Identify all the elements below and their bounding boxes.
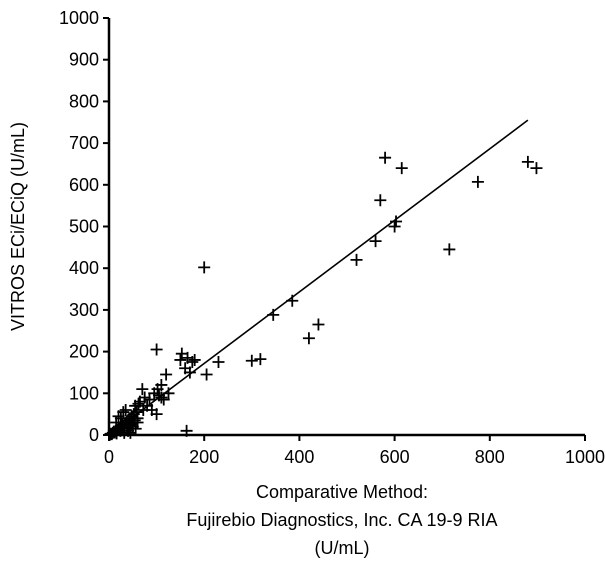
regression-line [108,119,529,436]
data-point [112,410,125,423]
y-tick-label: 600 [69,175,99,195]
y-tick-label: 100 [69,383,99,403]
data-point [254,353,267,366]
y-tick-label: 300 [69,300,99,320]
x-tick-label: 1000 [565,447,605,467]
data-point [443,243,456,256]
x-tick-label: 600 [380,447,410,467]
y-tick-label: 1000 [59,8,99,28]
x-axis-title-line-3: (U/mL) [315,538,370,558]
data-point [119,403,132,416]
data-point [183,366,196,379]
data-point [374,194,387,207]
x-tick-label: 200 [189,447,219,467]
data-point [131,416,144,429]
y-tick-label: 200 [69,342,99,362]
data-point [379,151,392,164]
y-axis-title: VITROS ECi/ECiQ (U/mL) [8,122,28,331]
data-point [136,383,149,396]
x-tick-label: 400 [284,447,314,467]
data-point [188,353,201,366]
x-axis-title-line-2: Fujirebio Diagnostics, Inc. CA 19-9 RIA [186,510,497,530]
data-point [369,235,382,248]
y-tick-label: 900 [69,50,99,70]
data-point [157,393,170,406]
x-axis-title-line-1: Comparative Method: [256,482,428,502]
data-point [521,155,534,168]
data-point [302,332,315,345]
data-point [150,343,163,356]
data-point [143,393,156,406]
data-point [245,354,258,367]
data-point [132,397,145,410]
data-point [155,378,168,391]
data-point [388,220,401,233]
data-point [160,368,173,381]
data-point [155,391,168,404]
data-point [150,408,163,421]
data-point [186,356,199,369]
y-tick-label: 0 [89,425,99,445]
plot-marks [103,151,543,441]
data-point [212,356,225,369]
data-point [395,162,408,175]
y-tick-label: 800 [69,91,99,111]
y-tick-label: 700 [69,133,99,153]
data-point [110,416,123,429]
data-point [200,368,213,381]
data-point [174,353,187,366]
data-point [124,426,137,439]
y-ticks: 0 100 200 300 400 500 600 700 800 900 1000 [59,8,109,445]
x-ticks: 0 200 400 600 800 1000 [104,435,605,467]
y-tick-label: 400 [69,258,99,278]
data-point [350,253,363,266]
data-point [198,261,211,274]
y-tick-label: 500 [69,217,99,237]
data-point [471,175,484,188]
data-point [312,318,325,331]
data-point [530,162,543,175]
x-tick-label: 800 [475,447,505,467]
x-tick-label: 0 [104,447,114,467]
